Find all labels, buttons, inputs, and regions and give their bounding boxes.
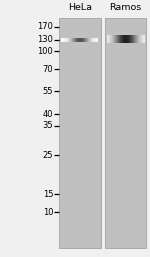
Text: 15: 15	[43, 189, 53, 199]
Text: 35: 35	[43, 121, 53, 131]
Text: 10: 10	[43, 207, 53, 217]
Text: 170: 170	[37, 22, 53, 32]
Text: 25: 25	[43, 151, 53, 160]
Bar	[105, 18, 146, 248]
Text: 55: 55	[43, 87, 53, 96]
Text: HeLa: HeLa	[68, 3, 92, 12]
Text: 100: 100	[38, 47, 53, 56]
Text: 130: 130	[37, 35, 53, 44]
Bar	[59, 18, 100, 248]
Text: 70: 70	[43, 65, 53, 74]
Text: Ramos: Ramos	[110, 3, 142, 12]
Text: 40: 40	[43, 110, 53, 119]
